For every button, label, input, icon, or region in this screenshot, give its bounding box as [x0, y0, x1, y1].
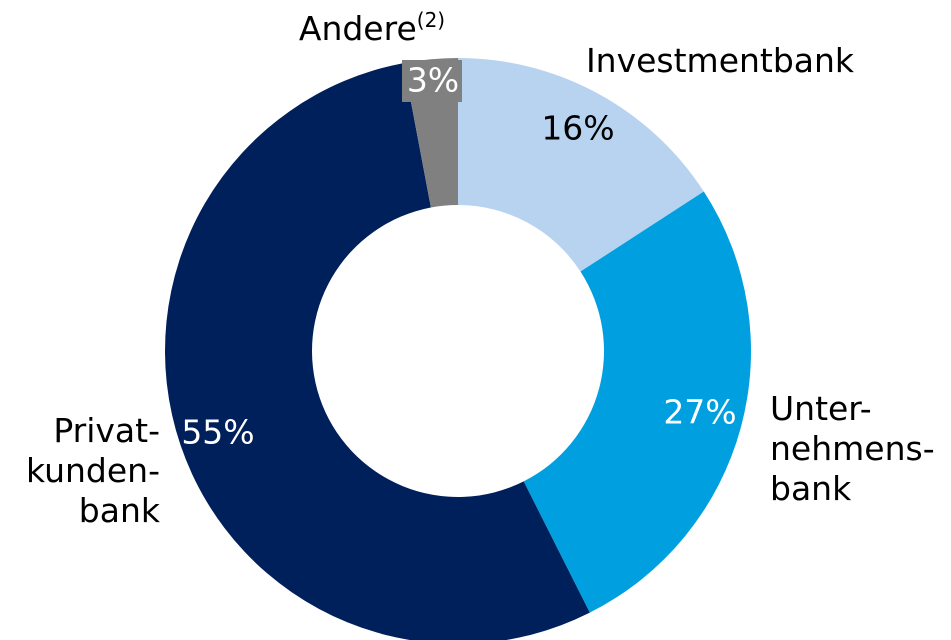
value-label: 55%	[181, 413, 254, 452]
category-label: Investmentbank	[586, 41, 855, 80]
label-background	[402, 60, 462, 102]
donut-slice	[523, 191, 751, 613]
category-name: Investmentbank	[586, 41, 855, 80]
category-name: Andere	[299, 9, 417, 48]
donut-slice	[165, 63, 590, 640]
value-label: 3%	[407, 61, 459, 100]
category-label: Andere(2)	[299, 8, 445, 48]
category-label: Privat-kunden-bank	[26, 411, 161, 530]
value-label: 27%	[663, 393, 736, 432]
donut-slice	[458, 58, 704, 272]
category-label: Unter-nehmens-bank	[770, 389, 935, 508]
footnote-marker: (2)	[417, 8, 445, 32]
value-label: 16%	[541, 109, 614, 148]
